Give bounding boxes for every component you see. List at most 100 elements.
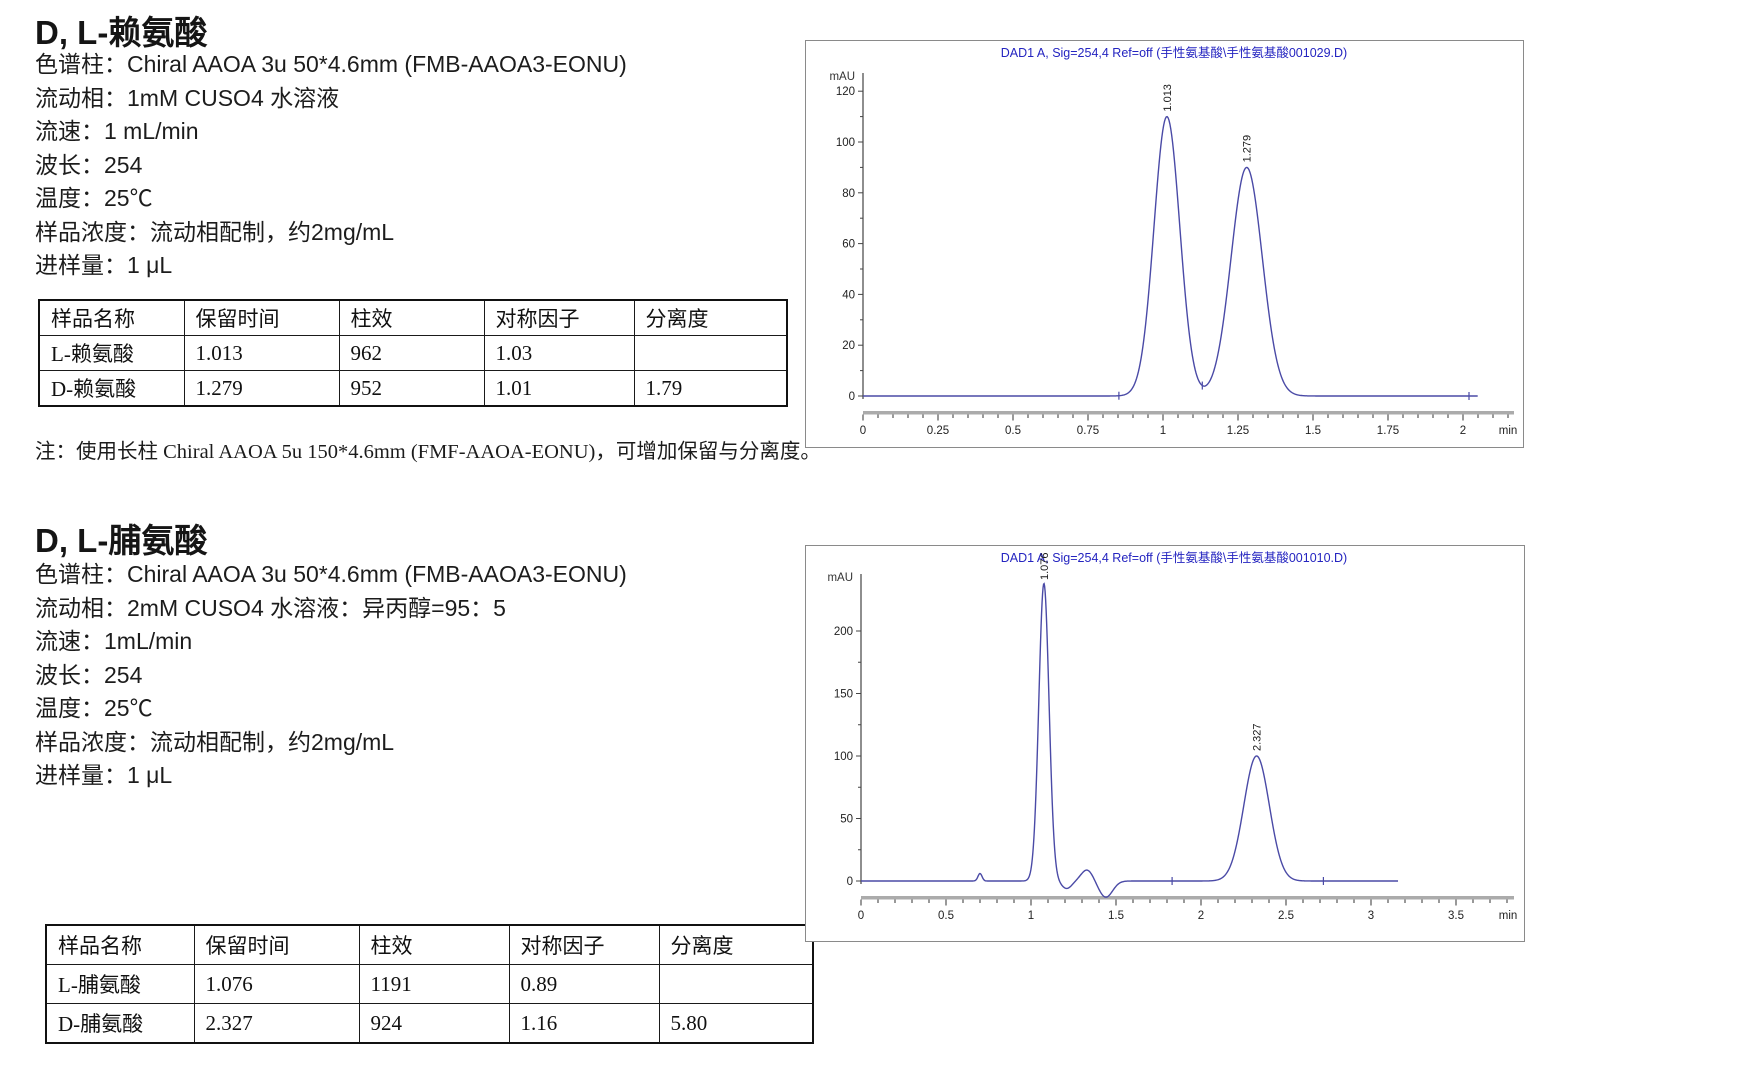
- condition-wavelength: 波长：254: [35, 151, 143, 178]
- col-plate-count: 柱效: [358, 924, 510, 965]
- section1-title: D, L-赖氨酸: [35, 14, 208, 51]
- svg-text:mAU: mAU: [829, 71, 855, 83]
- condition-temperature: 温度：25℃: [35, 695, 153, 721]
- condition-concentration: 样品浓度：流动相配制，约2mg/mL: [35, 218, 395, 245]
- svg-text:2.5: 2.5: [1278, 910, 1294, 922]
- table-row: L-脯氨酸 1.076 1191 0.89: [45, 964, 814, 1004]
- svg-text:min: min: [1499, 425, 1518, 437]
- svg-text:min: min: [1499, 910, 1518, 922]
- svg-text:60: 60: [842, 239, 855, 251]
- svg-text:100: 100: [836, 137, 855, 149]
- svg-text:1.279: 1.279: [1242, 135, 1254, 163]
- col-plate-count: 柱效: [338, 299, 485, 336]
- cell: 1.279: [183, 370, 340, 407]
- cell: 1.01: [483, 370, 635, 407]
- svg-text:1.5: 1.5: [1108, 910, 1124, 922]
- svg-text:2: 2: [1460, 425, 1466, 437]
- cell: L-赖氨酸: [38, 335, 185, 371]
- cell: [633, 335, 788, 371]
- col-resolution: 分离度: [658, 924, 814, 965]
- svg-text:20: 20: [842, 340, 855, 352]
- cell: 962: [338, 335, 485, 371]
- svg-text:150: 150: [834, 689, 853, 701]
- table-row: L-赖氨酸 1.013 962 1.03: [38, 335, 788, 371]
- cell: 1.16: [508, 1003, 660, 1044]
- cell: [658, 964, 814, 1004]
- svg-text:200: 200: [834, 626, 853, 638]
- condition-injection: 进样量：1 μL: [35, 762, 173, 788]
- svg-text:80: 80: [842, 188, 855, 200]
- svg-text:50: 50: [840, 814, 853, 826]
- table-row: D-赖氨酸 1.279 952 1.01 1.79: [38, 370, 788, 407]
- cell: L-脯氨酸: [45, 964, 195, 1004]
- cell: 1191: [358, 964, 510, 1004]
- table-row: D-脯氨酸 2.327 924 1.16 5.80: [45, 1003, 814, 1044]
- cell: 952: [338, 370, 485, 407]
- condition-mobile-phase: 流动相：1mM CUSO4 水溶液: [35, 84, 340, 111]
- svg-text:DAD1 A, Sig=254,4 Ref=off (手性氨: DAD1 A, Sig=254,4 Ref=off (手性氨基酸\手性氨基酸00…: [1001, 45, 1347, 60]
- col-symmetry-factor: 对称因子: [483, 299, 635, 336]
- chromatogram-lysine: DAD1 A, Sig=254,4 Ref=off (手性氨基酸\手性氨基酸00…: [805, 40, 1524, 448]
- svg-text:2: 2: [1198, 910, 1204, 922]
- svg-text:1.5: 1.5: [1305, 425, 1321, 437]
- table-header-row: 样品名称 保留时间 柱效 对称因子 分离度: [45, 924, 814, 965]
- section2-title: D, L-脯氨酸: [35, 522, 208, 559]
- svg-text:0: 0: [849, 391, 855, 403]
- cell: D-脯氨酸: [45, 1003, 195, 1044]
- col-retention-time: 保留时间: [193, 924, 360, 965]
- cell: 2.327: [193, 1003, 360, 1044]
- svg-text:40: 40: [842, 289, 855, 301]
- condition-concentration: 样品浓度：流动相配制，约2mg/mL: [35, 728, 395, 755]
- svg-text:2.327: 2.327: [1252, 723, 1264, 751]
- svg-text:mAU: mAU: [827, 572, 853, 584]
- cell: 1.013: [183, 335, 340, 371]
- svg-text:0.5: 0.5: [1005, 425, 1021, 437]
- condition-mobile-phase: 流动相：2mM CUSO4 水溶液：异丙醇=95：5: [35, 594, 506, 621]
- cell: D-赖氨酸: [38, 370, 185, 407]
- condition-column: 色谱柱：Chiral AAOA 3u 50*4.6mm (FMB-AAOA3-E…: [35, 51, 627, 77]
- svg-text:1.75: 1.75: [1377, 425, 1399, 437]
- svg-text:DAD1 A, Sig=254,4 Ref=off (手性氨: DAD1 A, Sig=254,4 Ref=off (手性氨基酸\手性氨基酸00…: [1001, 550, 1347, 565]
- svg-text:1: 1: [1028, 910, 1034, 922]
- svg-text:0.75: 0.75: [1077, 425, 1099, 437]
- cell: 0.89: [508, 964, 660, 1004]
- section2-conditions: 色谱柱：Chiral AAOA 3u 50*4.6mm (FMB-AAOA3-E…: [35, 558, 627, 793]
- condition-temperature: 温度：25℃: [35, 185, 153, 211]
- cell: 1.03: [483, 335, 635, 371]
- svg-text:0: 0: [847, 876, 853, 888]
- col-sample-name: 样品名称: [45, 924, 195, 965]
- col-retention-time: 保留时间: [183, 299, 340, 336]
- condition-injection: 进样量：1 μL: [35, 252, 173, 278]
- svg-text:120: 120: [836, 86, 855, 98]
- condition-column: 色谱柱：Chiral AAOA 3u 50*4.6mm (FMB-AAOA3-E…: [35, 561, 627, 587]
- cell: 1.076: [193, 964, 360, 1004]
- svg-text:100: 100: [834, 751, 853, 763]
- cell: 1.79: [633, 370, 788, 407]
- section1-note: 注：使用长柱 Chiral AAOA 5u 150*4.6mm (FMF-AAO…: [35, 441, 821, 463]
- chromatogram-plot-lysine: DAD1 A, Sig=254,4 Ref=off (手性氨基酸\手性氨基酸00…: [829, 45, 1518, 437]
- svg-text:1: 1: [1160, 425, 1166, 437]
- svg-text:0: 0: [858, 910, 864, 922]
- svg-text:0.25: 0.25: [927, 425, 949, 437]
- chromatogram-proline: DAD1 A, Sig=254,4 Ref=off (手性氨基酸\手性氨基酸00…: [805, 545, 1525, 942]
- svg-text:1.076: 1.076: [1039, 552, 1051, 580]
- col-symmetry-factor: 对称因子: [508, 924, 660, 965]
- svg-text:1.25: 1.25: [1227, 425, 1249, 437]
- svg-text:3.5: 3.5: [1448, 910, 1464, 922]
- results-table-proline: 样品名称 保留时间 柱效 对称因子 分离度 L-脯氨酸 1.076 1191 0…: [45, 924, 814, 1044]
- cell: 924: [358, 1003, 510, 1044]
- condition-wavelength: 波长：254: [35, 661, 143, 688]
- table-header-row: 样品名称 保留时间 柱效 对称因子 分离度: [38, 299, 788, 336]
- condition-flow-rate: 流速：1 mL/min: [35, 118, 199, 144]
- svg-text:1.013: 1.013: [1162, 84, 1174, 112]
- cell: 5.80: [658, 1003, 814, 1044]
- col-resolution: 分离度: [633, 299, 788, 336]
- svg-text:0.5: 0.5: [938, 910, 954, 922]
- section1-conditions: 色谱柱：Chiral AAOA 3u 50*4.6mm (FMB-AAOA3-E…: [35, 48, 627, 283]
- svg-text:3: 3: [1368, 910, 1374, 922]
- condition-flow-rate: 流速：1mL/min: [35, 628, 193, 654]
- col-sample-name: 样品名称: [38, 299, 185, 336]
- svg-text:0: 0: [860, 425, 866, 437]
- chromatogram-plot-proline: DAD1 A, Sig=254,4 Ref=off (手性氨基酸\手性氨基酸00…: [827, 550, 1518, 922]
